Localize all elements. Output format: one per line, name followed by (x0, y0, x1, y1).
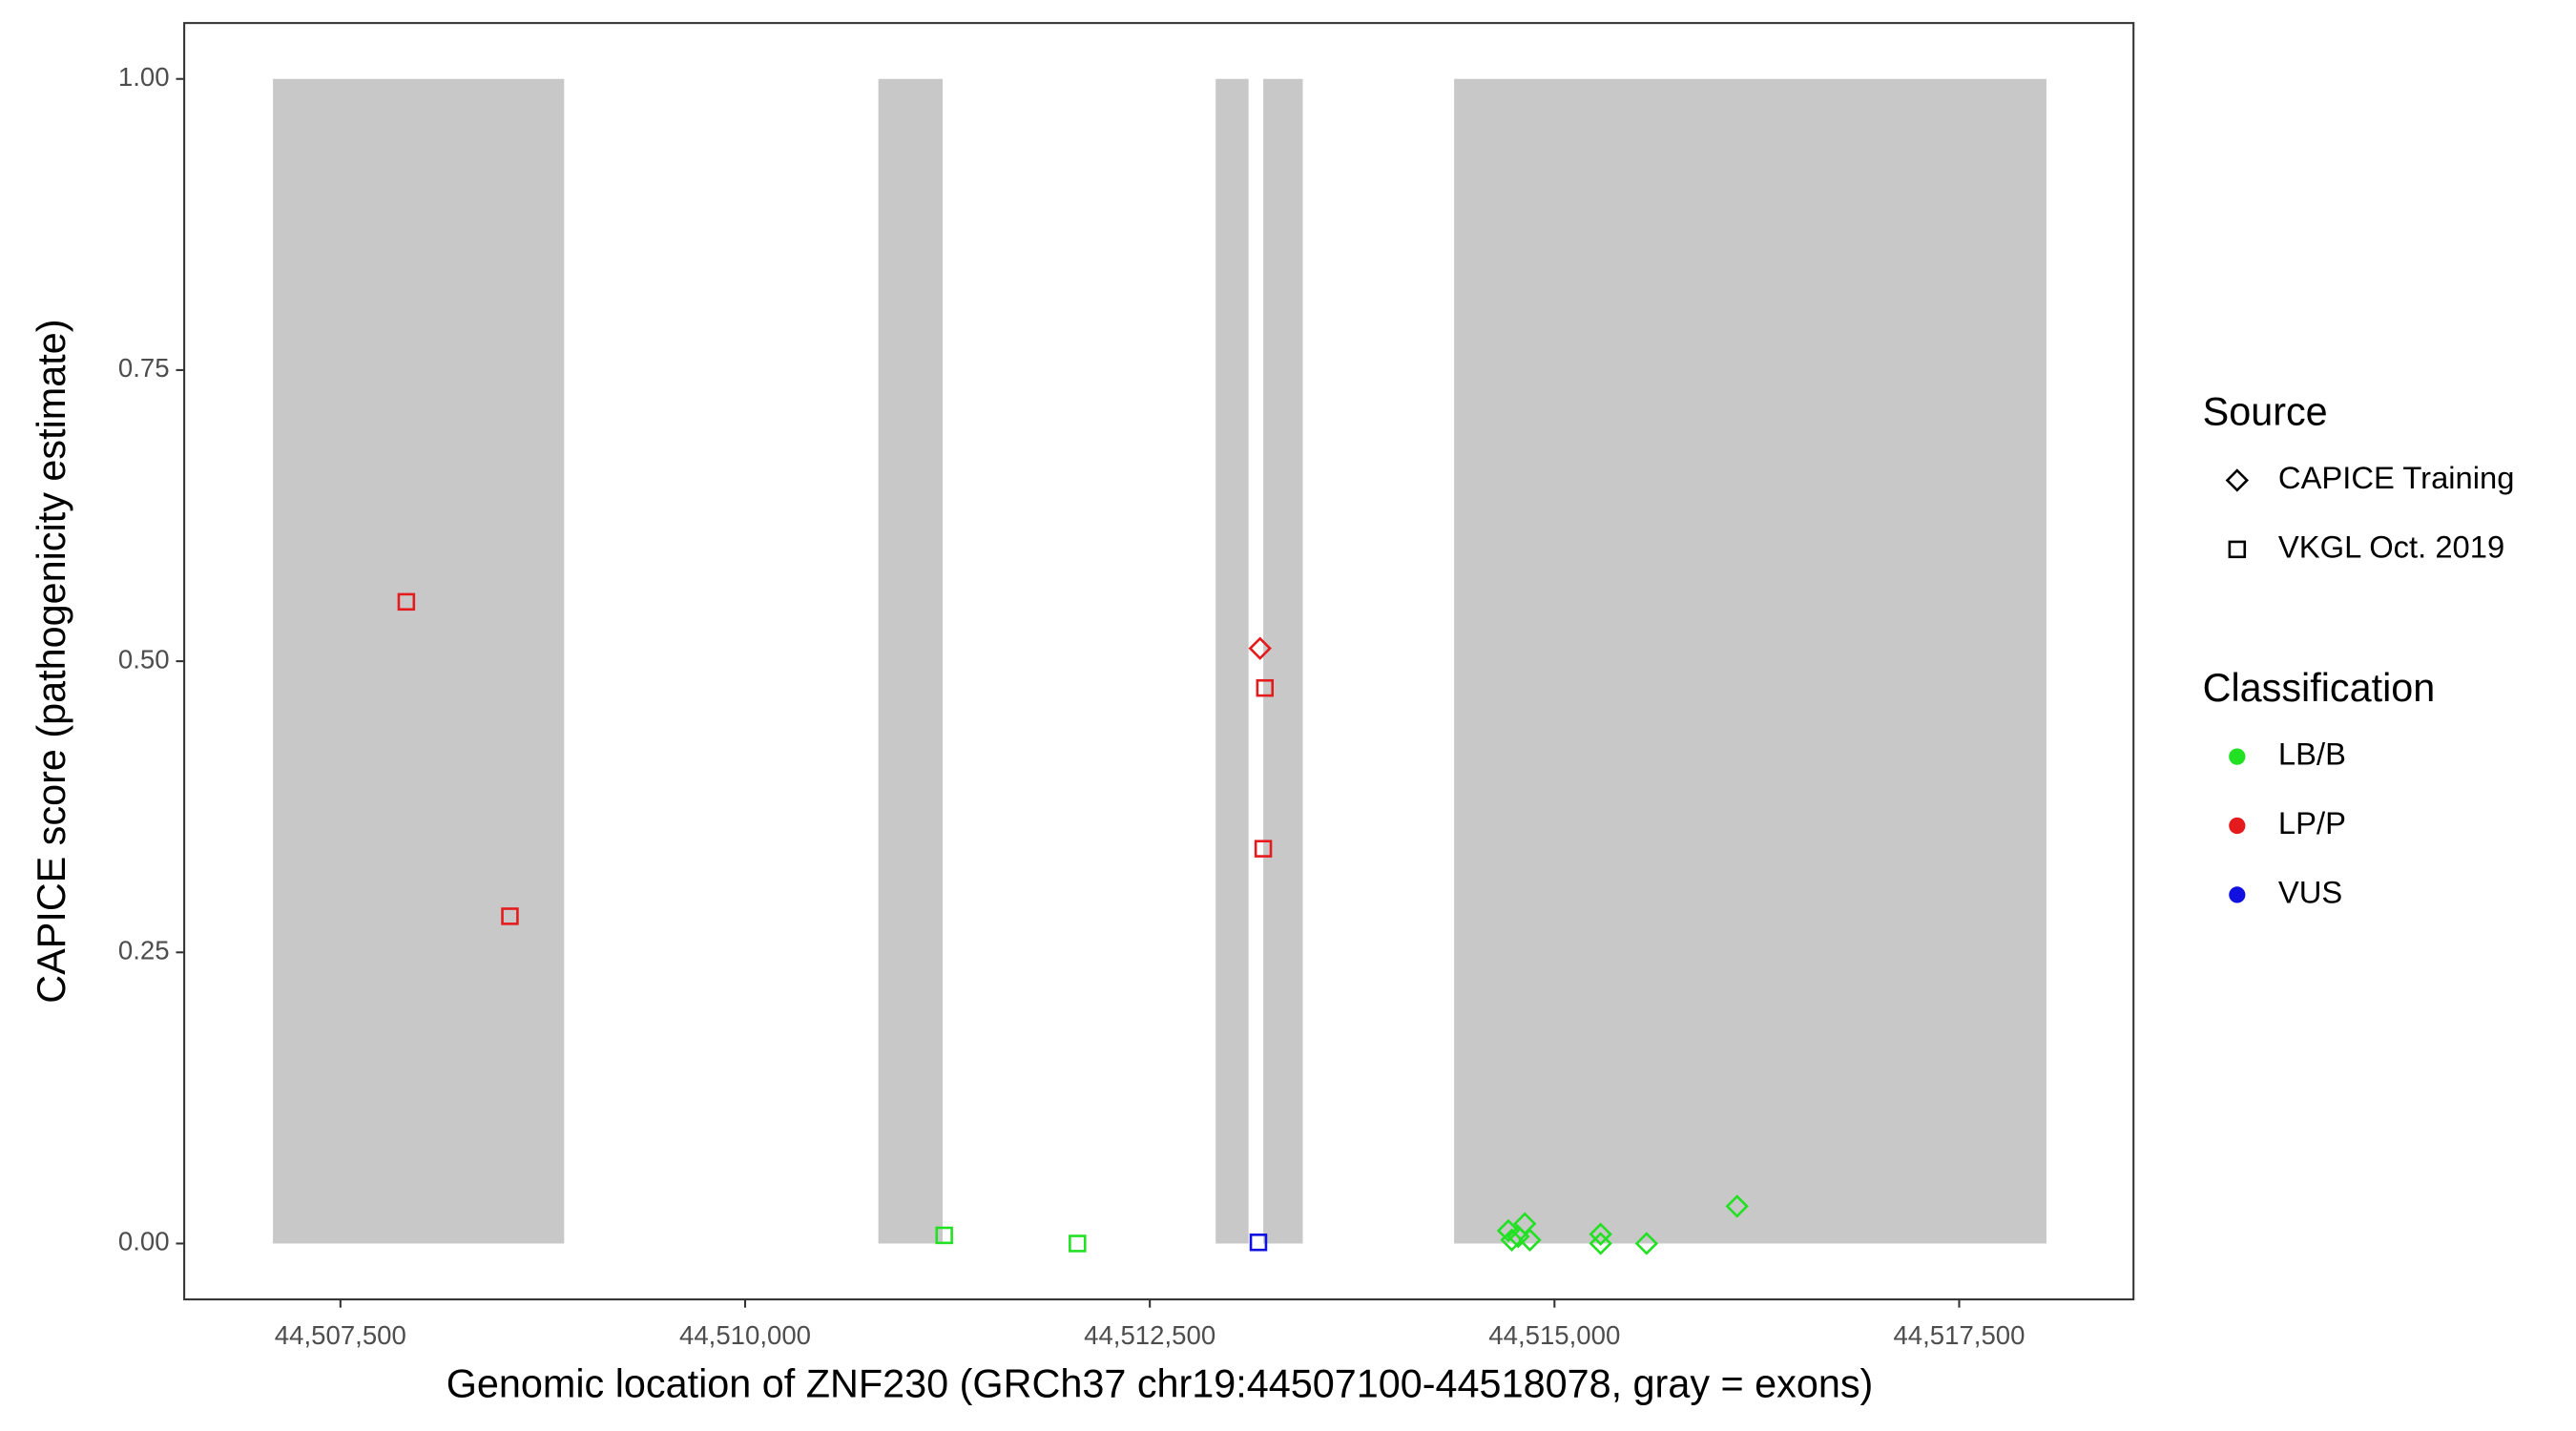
legend-title: Source (2203, 389, 2328, 433)
point (1725, 1194, 1749, 1218)
legend-key (2225, 468, 2250, 492)
point (935, 1226, 953, 1245)
point (1518, 1228, 1542, 1252)
point (1500, 1228, 1524, 1252)
point (1249, 1234, 1268, 1252)
y-tick-label: 1.00 (118, 62, 170, 92)
exon (1263, 78, 1303, 1244)
legend-key (2229, 817, 2246, 835)
x-tick-label: 44,510,000 (679, 1320, 811, 1350)
y-tick-label: 0.25 (118, 936, 170, 965)
point (1589, 1222, 1612, 1246)
point (1254, 840, 1273, 858)
y-tick-label: 0.75 (118, 353, 170, 383)
legend-key (2229, 748, 2246, 765)
point (1496, 1218, 1521, 1243)
legend-title: Classification (2203, 666, 2436, 710)
point (1256, 678, 1275, 697)
x-tick-label: 44,515,000 (1488, 1320, 1620, 1350)
point (1634, 1232, 1659, 1255)
legend-label: VUS (2278, 875, 2342, 910)
point (501, 907, 519, 925)
x-tick-label: 44,512,500 (1084, 1320, 1215, 1350)
legend-key (2229, 886, 2246, 903)
y-tick-label: 0.00 (118, 1227, 170, 1256)
exon (1215, 78, 1249, 1244)
legend-key (2228, 540, 2247, 559)
point (397, 592, 416, 612)
exon (1454, 78, 2046, 1244)
point (1589, 1232, 1612, 1255)
legend-label: LP/P (2278, 805, 2346, 840)
legend-label: LB/B (2278, 736, 2346, 772)
x-tick-label: 44,507,500 (275, 1320, 406, 1350)
y-tick-label: 0.50 (118, 644, 170, 674)
exon (878, 78, 943, 1244)
legend-label: CAPICE Training (2278, 460, 2515, 495)
legend-label: VKGL Oct. 2019 (2278, 529, 2504, 565)
x-axis-title: Genomic location of ZNF230 (GRCh37 chr19… (447, 1361, 1874, 1405)
y-axis-title: CAPICE score (pathogenicity estimate) (30, 320, 73, 1004)
exon (273, 78, 565, 1244)
x-tick-label: 44,517,500 (1893, 1320, 2025, 1350)
point (1069, 1234, 1087, 1253)
point (1248, 636, 1272, 660)
